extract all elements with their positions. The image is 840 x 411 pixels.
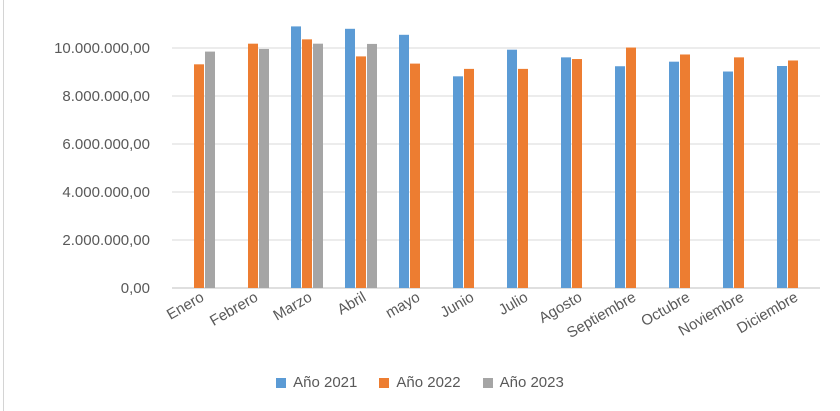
gridlines [172, 47, 820, 289]
bar-ano-2023-marzo [313, 43, 323, 289]
bar-ano-2022-junio [464, 68, 474, 288]
bars [194, 26, 798, 289]
bar-ano-2021-octubre [669, 61, 679, 289]
bar-ano-2022-septiembre [626, 47, 636, 288]
bar-ano-2022-enero [194, 64, 204, 288]
chart-border [3, 0, 4, 411]
legend-item: Año 2022 [379, 374, 461, 391]
bar-ano-2021-septiembre [615, 66, 625, 289]
bar-ano-2023-abril [367, 43, 377, 288]
x-category-label: Abril [335, 289, 369, 319]
bar-ano-2021-julio [507, 49, 517, 289]
bar-ano-2021-junio [453, 76, 463, 288]
x-category-label: mayo [383, 289, 423, 322]
bar-ano-2022-octubre [680, 54, 690, 289]
bar-ano-2021-mayo [399, 34, 409, 288]
legend-item: Año 2021 [276, 374, 357, 391]
x-axis-categories: Enero Febrero Marzo Abril mayo Junio Julio Agos… [164, 289, 801, 342]
bar-ano-2023-febrero [259, 48, 269, 289]
legend-swatch [276, 377, 287, 388]
bar-ano-2021-marzo [291, 26, 301, 289]
bar-ano-2022-agosto [572, 59, 582, 288]
legend-label: Año 2022 [396, 374, 461, 391]
bar-ano-2022-mayo [410, 63, 420, 288]
bar-ano-2023-enero [205, 51, 215, 288]
legend-swatch [379, 377, 390, 388]
y-tick-label: 4.000.000,00 [62, 184, 150, 201]
bar-ano-2021-abril [345, 28, 355, 289]
x-category-label: Julio [496, 289, 531, 319]
x-category-label: Marzo [270, 289, 315, 325]
legend-label: Año 2021 [293, 374, 358, 391]
legend-label: Año 2023 [499, 374, 564, 391]
bar-ano-2021-noviembre [723, 71, 733, 289]
legend: Año 2021 Año 2022 Año 2023 [0, 374, 840, 391]
bar-ano-2022-noviembre [734, 57, 744, 288]
bar-ano-2022-abril [356, 56, 366, 289]
x-category-label: Diciembre [734, 289, 801, 337]
y-tick-label: 6.000.000,00 [62, 136, 150, 153]
y-tick-label: 0,00 [121, 280, 150, 297]
x-category-label: Enero [164, 289, 207, 324]
y-tick-label: 10.000.000,00 [54, 40, 150, 57]
bar-ano-2021-diciembre [777, 66, 787, 288]
bar-ano-2022-julio [518, 68, 528, 288]
bar-ano-2022-diciembre [788, 60, 798, 289]
bar-ano-2022-marzo [302, 39, 312, 288]
legend-swatch [482, 377, 493, 388]
x-category-label: Febrero [207, 289, 261, 330]
x-category-label: Junio [437, 289, 477, 322]
legend-item: Año 2023 [482, 374, 564, 391]
bar-ano-2021-agosto [561, 57, 571, 288]
y-tick-label: 8.000.000,00 [62, 88, 150, 105]
bar-ano-2022-febrero [248, 43, 258, 289]
y-axis-ticks: 0,00 2.000.000,00 4.000.000,00 6.000.000,00… [54, 40, 150, 297]
y-tick-label: 2.000.000,00 [62, 232, 150, 249]
